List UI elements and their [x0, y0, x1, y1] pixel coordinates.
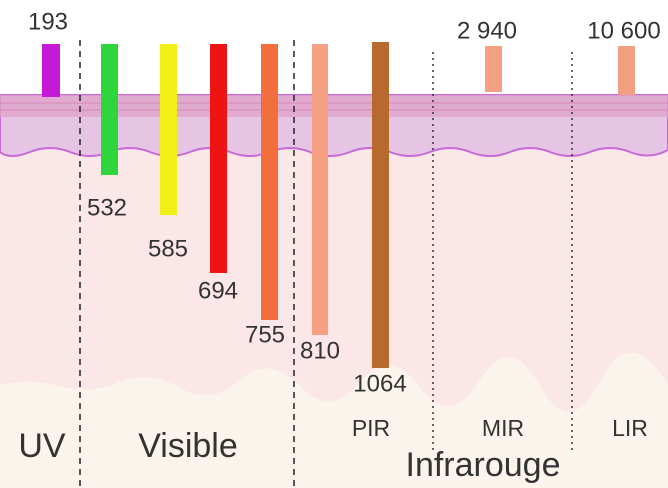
bar	[485, 46, 502, 92]
wavelength-label: 532	[87, 194, 127, 221]
bar	[42, 44, 60, 97]
bar	[312, 44, 328, 335]
hypodermis	[0, 352, 668, 488]
region-label: PIR	[352, 415, 390, 441]
bar	[618, 46, 635, 95]
wavelength-label: 193	[28, 8, 68, 35]
region-label: Infrarouge	[406, 446, 561, 484]
region-label: MIR	[482, 415, 524, 441]
wavelength-label: 755	[245, 321, 285, 348]
wavelength-label: 585	[148, 235, 188, 262]
wavelength-label: 10 600	[587, 17, 660, 44]
bar	[101, 44, 118, 175]
bar	[210, 44, 227, 273]
region-label: LIR	[612, 415, 648, 441]
wavelength-label: 810	[300, 337, 340, 364]
wavelength-label: 1064	[353, 370, 406, 397]
stratum-corneum	[0, 95, 668, 117]
region-label: UV	[18, 427, 66, 465]
region-label: Visible	[138, 427, 238, 465]
wavelength-label: 2 940	[457, 17, 517, 44]
bar	[160, 44, 177, 215]
bar	[372, 42, 389, 368]
bar	[261, 44, 278, 320]
wavelength-label: 694	[198, 277, 238, 304]
